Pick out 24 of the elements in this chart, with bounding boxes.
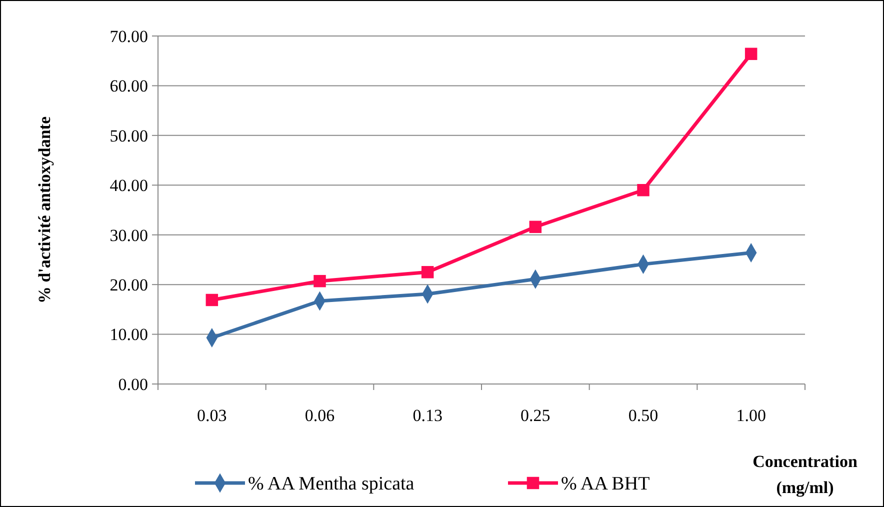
y-tick-label: 50.00 — [110, 126, 148, 146]
point — [314, 274, 326, 288]
x-tick-label: 0.50 — [628, 406, 658, 425]
x-axis-title: Concentration (mg/ml) — [752, 452, 858, 497]
point — [744, 48, 758, 60]
point — [206, 294, 218, 306]
y-tick-label: 20.00 — [110, 276, 148, 295]
y-tick-label: 0.00 — [118, 374, 148, 394]
y-tick-label: 30.00 — [110, 226, 148, 245]
x-tick-label: 1.00 — [736, 406, 766, 425]
point — [637, 184, 650, 196]
x-tick-label: 0.03 — [197, 406, 227, 425]
y-tick-label: 40.00 — [110, 176, 148, 196]
point — [421, 266, 434, 278]
y-tick-label: 60.00 — [110, 76, 148, 96]
legend-label: % AA Mentha spicata — [248, 474, 415, 495]
x-tick-label: 0.25 — [520, 406, 550, 425]
point — [529, 220, 542, 234]
x-tick-label: 0.06 — [304, 406, 335, 425]
y-tick-label: 70.00 — [110, 26, 148, 46]
y-axis-title: % d'activité antioxydante — [35, 116, 54, 304]
x-tick-label: 0.13 — [412, 406, 442, 425]
legend-label: % AA BHT — [561, 474, 650, 495]
y-tick-label: 10.00 — [110, 325, 148, 344]
